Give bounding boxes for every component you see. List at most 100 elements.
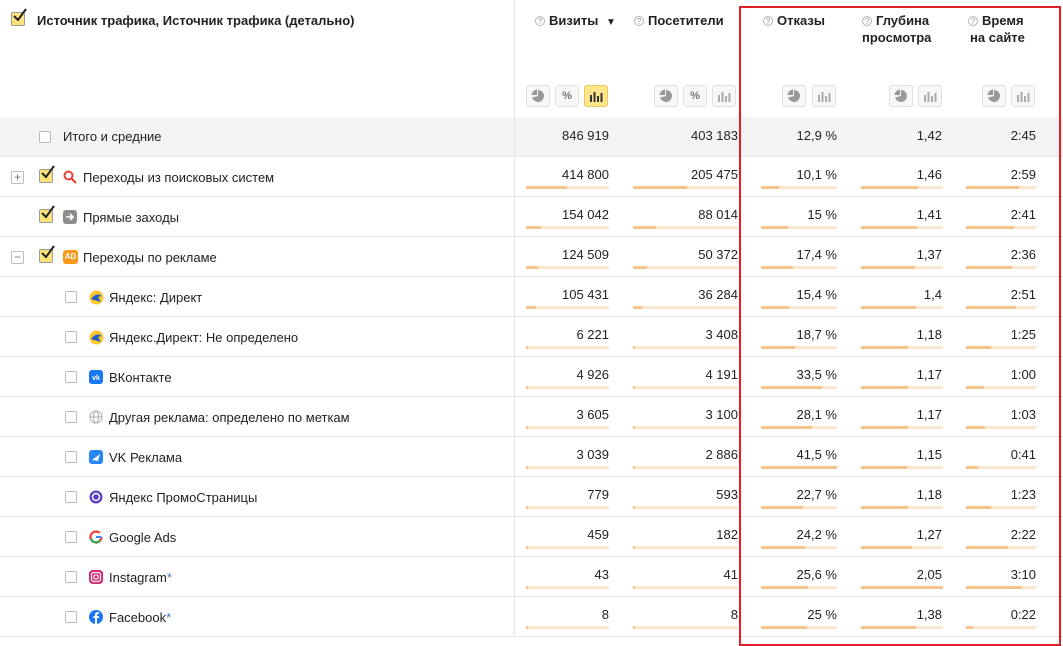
visitors-percent-button[interactable]: % [683,85,707,107]
row-checkbox-checked[interactable] [39,205,55,223]
col-time-header[interactable]: ? Время на сайте [968,12,1025,46]
col-time-label-1: Время [982,13,1024,28]
row-label[interactable]: ВКонтакте [109,370,172,385]
visitors-pie-chart-button[interactable] [654,85,678,107]
row-label[interactable]: Прямые заходы [83,210,179,225]
bar-fill [526,506,528,509]
col-visitors-header[interactable]: ? Посетители [634,12,724,29]
row-label-text: ВКонтакте [109,370,172,385]
row-label[interactable]: VK Реклама [109,450,182,465]
bar-track [861,186,943,189]
highlight-frame [739,6,1061,646]
collapse-button[interactable]: − [11,251,24,264]
bar-track [761,186,837,189]
cell-depth: 1,18 [916,487,942,502]
visitors-bar-chart-button[interactable] [712,85,736,107]
bar-track [966,546,1036,549]
vk-ads-icon [89,450,103,464]
row-checkbox[interactable] [65,571,77,583]
row-label-text: Прямые заходы [83,210,180,225]
col-bounce-header[interactable]: ? Отказы [763,12,825,29]
bar-chart-icon [1016,92,1030,106]
visits-bar-chart-button[interactable] [584,85,608,107]
footnote-mark: * [166,610,172,625]
cell-visitors: 205 475 [691,167,738,182]
row-checkbox-checked[interactable] [39,165,55,183]
cell-bounce: 10,1 % [796,167,837,182]
sort-desc-icon[interactable]: ▼ [605,17,616,28]
dimension-header[interactable]: Источник трафика, Источник трафика (дета… [37,13,355,28]
row-label[interactable]: Яндекс: Директ [109,290,202,305]
row-label[interactable]: Яндекс ПромоСтраницы [109,490,257,505]
col-visits-header[interactable]: ? Визиты ▼ [535,12,616,31]
row-checkbox[interactable] [65,371,77,383]
bar-fill [526,306,536,309]
totals-visitors: 403 183 [691,128,738,143]
bar-track [966,626,1036,629]
row-checkbox-checked[interactable] [39,245,55,263]
row-checkbox[interactable] [65,491,77,503]
bar-fill [633,186,687,189]
help-icon[interactable]: ? [862,16,872,26]
bar-fill [761,306,789,309]
time-bar-chart-button[interactable] [1011,85,1035,107]
help-icon[interactable]: ? [763,16,773,26]
depth-bar-chart-button[interactable] [918,85,942,107]
row-label[interactable]: Яндекс.Директ: Не определено [109,330,298,345]
bar-fill [633,346,635,349]
row-checkbox[interactable] [65,451,77,463]
row-checkbox[interactable] [65,331,77,343]
bar-fill [861,546,912,549]
col-depth-header[interactable]: ? Глубина просмотра [862,12,931,46]
cell-visitors: 593 [716,487,738,502]
help-icon[interactable]: ? [634,16,644,26]
bar-fill [861,506,908,509]
bar-fill [526,546,528,549]
row-checkbox[interactable] [65,411,77,423]
help-icon[interactable]: ? [535,16,545,26]
bar-fill [633,226,656,229]
bar-track [633,586,738,589]
row-checkbox[interactable] [65,291,77,303]
cell-visitors: 2 886 [705,447,738,462]
row-label[interactable]: Facebook* [109,610,171,625]
bar-track [526,426,609,429]
select-all-checkbox[interactable] [11,8,27,26]
cell-visits: 105 431 [562,287,609,302]
row-separator [0,276,1063,277]
expand-button[interactable]: + [11,171,24,184]
totals-depth: 1,42 [916,128,942,143]
cell-visits: 43 [594,567,609,582]
row-checkbox[interactable] [65,531,77,543]
visits-percent-button[interactable]: % [555,85,579,107]
row-label[interactable]: Переходы по рекламе [83,250,217,265]
cell-bounce: 28,1 % [796,407,837,422]
row-separator [0,596,1063,597]
bar-track [761,346,837,349]
row-label-text: Instagram [109,570,167,585]
cell-visitors: 8 [730,607,738,622]
row-label[interactable]: Instagram* [109,570,172,585]
totals-label: Итого и средние [63,129,162,144]
row-checkbox[interactable] [65,611,77,623]
row-label[interactable]: Google Ads [109,530,176,545]
depth-pie-chart-button[interactable] [889,85,913,107]
totals-visits: 846 919 [562,128,609,143]
bounce-pie-chart-button[interactable] [782,85,806,107]
row-label-text: Google Ads [109,530,177,545]
cell-depth: 1,37 [916,247,942,262]
cell-time: 2:36 [1010,247,1036,262]
bar-fill [633,266,647,269]
visits-pie-chart-button[interactable] [526,85,550,107]
cell-visits: 3 605 [576,407,609,422]
time-pie-chart-button[interactable] [982,85,1006,107]
row-label[interactable]: Переходы из поисковых систем [83,170,274,185]
help-icon[interactable]: ? [968,16,978,26]
bar-track [861,626,943,629]
totals-checkbox[interactable] [39,131,51,143]
cell-visits: 154 042 [562,207,609,222]
row-separator [0,556,1063,557]
cell-visits: 124 509 [562,247,609,262]
row-label[interactable]: Другая реклама: определено по меткам [109,410,350,425]
bounce-bar-chart-button[interactable] [812,85,836,107]
